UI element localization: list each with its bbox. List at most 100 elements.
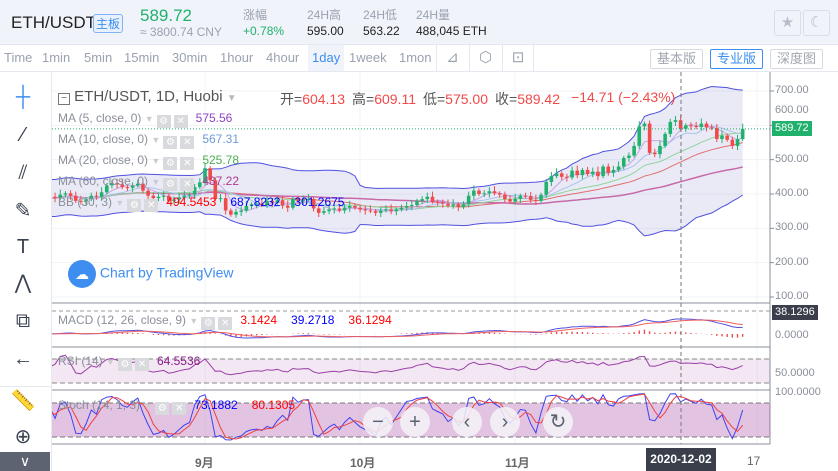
- zoom-in-tool[interactable]: ⊕: [0, 426, 46, 448]
- candle: [394, 207, 399, 216]
- chart-type-button[interactable]: ⊿: [436, 45, 468, 71]
- candle: [689, 122, 693, 131]
- interval-5min[interactable]: 5min: [84, 50, 113, 65]
- candle: [425, 192, 430, 204]
- candle: [410, 199, 414, 211]
- close-icon[interactable]: ✕: [144, 199, 159, 212]
- interval-1day[interactable]: 1day: [308, 45, 345, 71]
- candle: [161, 190, 166, 201]
- candle: [451, 199, 455, 209]
- view-button[interactable]: 深度图: [770, 49, 824, 69]
- favorite-button[interactable]: ★: [774, 10, 801, 36]
- study-legend[interactable]: MACD (12, 26, close, 9) ▼ ⚙ ✕ 3.1424 39.2718…: [58, 313, 392, 330]
- view-button[interactable]: 专业版: [710, 49, 764, 69]
- indicator-settings-button[interactable]: ⬡: [469, 45, 501, 71]
- candle: [327, 204, 331, 215]
- candle: [311, 197, 316, 212]
- candle: [684, 123, 688, 132]
- macd-tick: 0.0000: [775, 329, 809, 341]
- candle: [544, 178, 549, 198]
- gear-icon[interactable]: ⚙: [201, 317, 216, 330]
- zoom-out-button[interactable]: −: [363, 407, 393, 437]
- pattern-tool[interactable]: ⋀: [0, 272, 46, 294]
- collapse-legend-icon[interactable]: −: [58, 93, 70, 105]
- board-badge[interactable]: 主板: [93, 14, 124, 33]
- study-value: 36.1294: [348, 313, 392, 327]
- stoch-tick: 100.0000: [775, 386, 821, 398]
- candle: [363, 205, 368, 215]
- reset-button[interactable]: ↻: [543, 407, 573, 437]
- screenshot-button[interactable]: ⊡: [502, 45, 534, 71]
- candle: [616, 161, 621, 173]
- interval-1mon[interactable]: 1mon: [399, 50, 432, 65]
- brush-tool[interactable]: ✎: [0, 200, 46, 222]
- text-tool[interactable]: T: [0, 236, 46, 258]
- ruler-tool[interactable]: 📏: [0, 390, 46, 412]
- gear-icon[interactable]: ⚙: [117, 358, 132, 371]
- candle: [503, 191, 507, 204]
- study-legend[interactable]: MA (10, close, 0) ▼ ⚙ ✕ 567.31: [58, 132, 240, 149]
- ohlc-legend: 开=604.13 高=609.11 低=575.00 收=589.42 −14.71 (…: [280, 89, 675, 109]
- price-tick: 400.00: [775, 187, 809, 199]
- price-tick: 500.00: [775, 152, 809, 165]
- candle: [384, 205, 388, 213]
- candle: [441, 199, 445, 208]
- gear-icon[interactable]: ⚙: [156, 115, 171, 128]
- study-value: 39.2718: [291, 313, 335, 327]
- stat-value: 595.00: [307, 24, 344, 38]
- candle: [497, 191, 502, 198]
- close-icon[interactable]: ✕: [180, 136, 195, 149]
- scroll-right-button[interactable]: ›: [490, 407, 520, 437]
- time-tick: 11月: [505, 456, 530, 470]
- crosshair-tool[interactable]: ┼: [0, 86, 46, 108]
- study-legend[interactable]: RSI (14) ▼ ⚙ ✕ 64.5536: [58, 354, 201, 371]
- theme-toggle-button[interactable]: ☾: [803, 10, 830, 36]
- interval-1week[interactable]: 1week: [349, 50, 387, 65]
- gear-icon[interactable]: ⚙: [163, 178, 178, 191]
- trend-line-tool[interactable]: ⁄: [0, 124, 46, 146]
- back-arrow-icon: ←: [13, 348, 33, 370]
- view-button[interactable]: 基本版: [650, 49, 704, 69]
- candle: [156, 192, 161, 202]
- interval-1hour[interactable]: 1hour: [220, 50, 254, 65]
- close-icon[interactable]: ✕: [218, 317, 233, 330]
- close-icon[interactable]: ✕: [173, 115, 188, 128]
- back-arrow-tool[interactable]: ←: [0, 348, 46, 370]
- gear-icon[interactable]: ⚙: [155, 402, 170, 415]
- interval-time[interactable]: Time: [4, 50, 33, 65]
- study-legend[interactable]: BB (30, 3) ▼ ⚙ ✕ 494.5453 687.8232 301.2675: [58, 195, 345, 212]
- time-tick: 10月: [350, 456, 376, 470]
- time-tick: 17: [747, 454, 761, 468]
- symbol-legend[interactable]: − ETH/USDT, 1D, Huobi ▼: [58, 88, 237, 105]
- candle: [513, 193, 517, 205]
- candle: [322, 207, 326, 215]
- measure-icon: ⧉: [15, 310, 31, 332]
- candle: [404, 201, 409, 211]
- gear-icon[interactable]: ⚙: [127, 199, 142, 212]
- chart-canvas[interactable]: [52, 72, 838, 471]
- interval-15min[interactable]: 15min: [124, 50, 160, 65]
- gear-icon[interactable]: ⚙: [163, 136, 178, 149]
- study-legend[interactable]: Stoch (14, 1, 3) ▼ ⚙ ✕ 73.1882 80.1305: [58, 398, 296, 415]
- collapse-tool[interactable]: ∨: [0, 452, 50, 471]
- scroll-left-button[interactable]: ‹: [452, 407, 482, 437]
- candle: [632, 141, 636, 158]
- study-legend[interactable]: MA (60, close, 0) ▼ ⚙ ✕ 437.22: [58, 174, 240, 191]
- candle: [265, 195, 269, 209]
- close-icon[interactable]: ✕: [180, 157, 195, 170]
- measure-tool[interactable]: ⧉: [0, 310, 46, 332]
- fib-tool[interactable]: ⫽: [0, 162, 46, 184]
- gear-icon[interactable]: ⚙: [163, 157, 178, 170]
- zoom-in-button[interactable]: +: [400, 407, 430, 437]
- close-icon[interactable]: ✕: [172, 402, 187, 415]
- candle: [606, 163, 611, 176]
- close-icon[interactable]: ✕: [134, 358, 149, 371]
- tradingview-watermark[interactable]: ☁ Chart by TradingView: [68, 260, 233, 288]
- candle: [73, 191, 78, 203]
- interval-1min[interactable]: 1min: [42, 50, 71, 65]
- study-legend[interactable]: MA (5, close, 0) ▼ ⚙ ✕ 575.56: [58, 111, 233, 128]
- study-legend[interactable]: MA (20, close, 0) ▼ ⚙ ✕ 525.78: [58, 153, 240, 170]
- interval-30min[interactable]: 30min: [172, 50, 208, 65]
- close-icon[interactable]: ✕: [180, 178, 195, 191]
- interval-4hour[interactable]: 4hour: [266, 50, 300, 65]
